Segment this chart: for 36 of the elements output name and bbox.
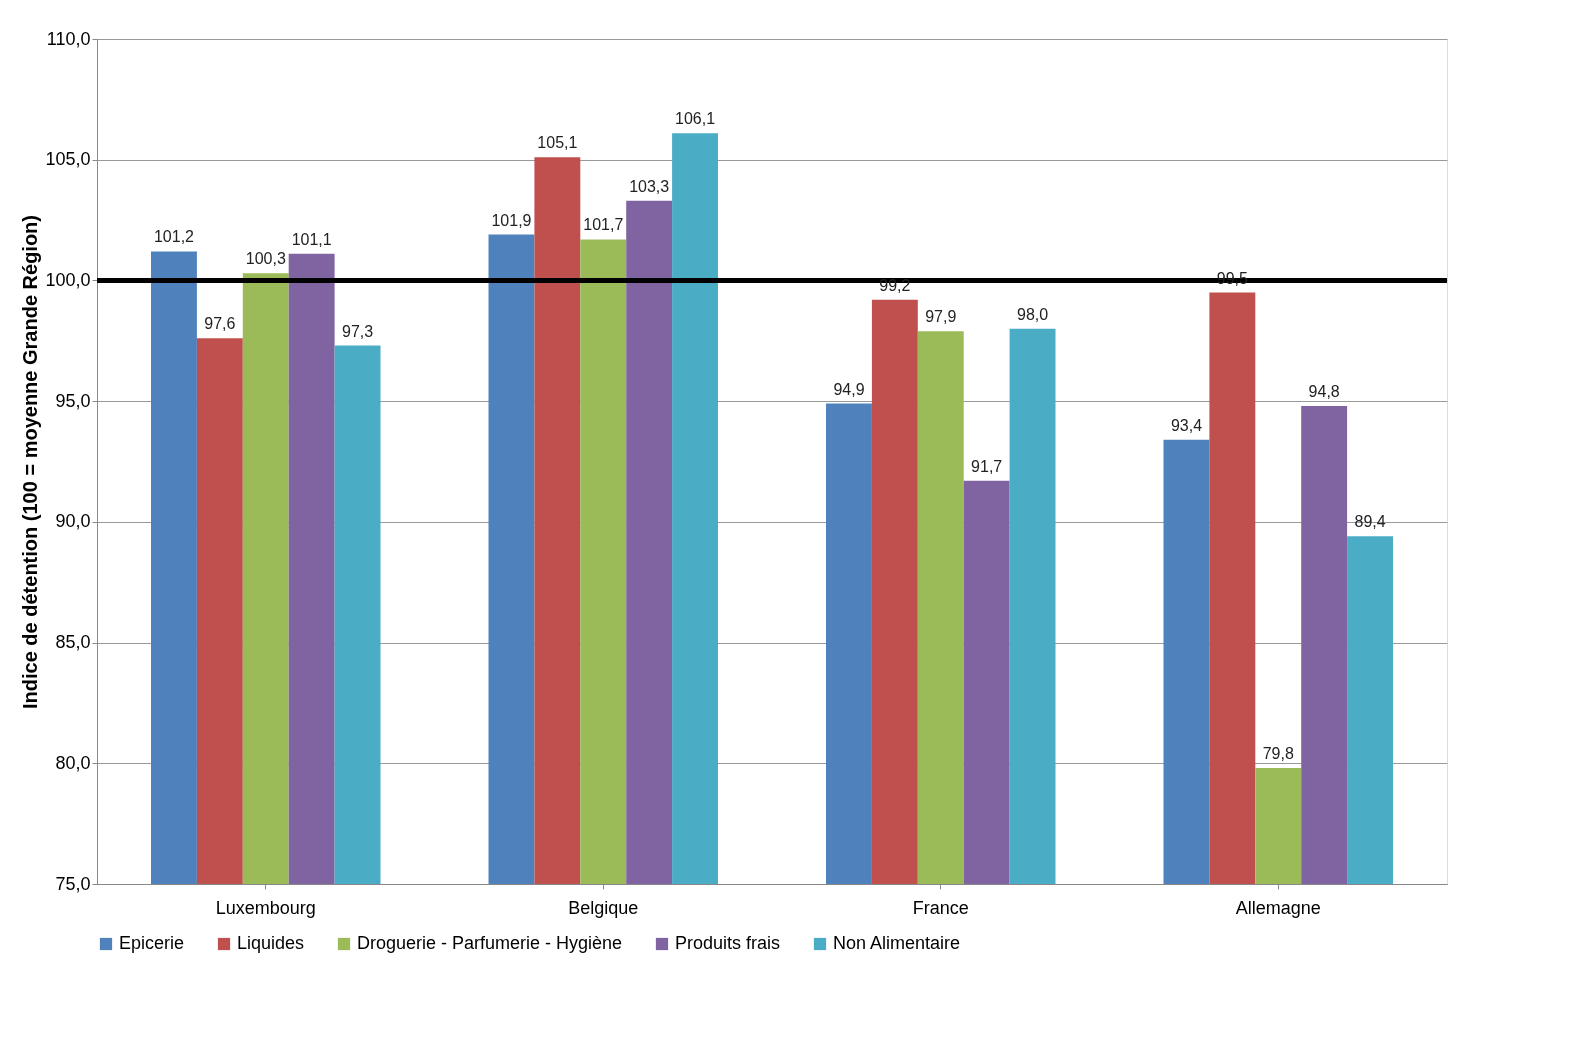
data-label: 79,8: [1262, 745, 1294, 763]
data-label: 93,4: [1170, 416, 1203, 434]
data-label: 94,9: [833, 380, 865, 398]
data-label: 97,9: [925, 308, 957, 326]
data-label: 97,6: [204, 315, 236, 333]
data-label: 101,2: [153, 228, 195, 246]
y-tick-label: 85,0: [55, 632, 91, 653]
data-label: 91,7: [971, 457, 1003, 475]
legend-label: Droguerie - Parfumerie - Hygiène: [357, 933, 623, 953]
x-tick-label: Allemagne: [1235, 897, 1321, 918]
data-label: 101,9: [491, 211, 532, 229]
data-label: 101,7: [583, 216, 624, 234]
y-tick-label: 75,0: [55, 873, 91, 894]
data-label: 89,4: [1354, 513, 1386, 531]
data-label: 105,1: [537, 134, 578, 152]
y-tick-label: 95,0: [55, 390, 91, 411]
legend-label: Produits frais: [675, 933, 781, 953]
data-label: 103,3: [629, 177, 670, 195]
legend-label: Liquides: [237, 933, 305, 953]
x-tick-label: Belgique: [568, 897, 639, 918]
y-tick-label: 80,0: [55, 752, 91, 773]
legend-label: Epicerie: [119, 933, 185, 953]
y-axis-title: Indice de détention (100 = moyenne Grande Région): [19, 215, 42, 709]
y-tick-label: 110,0: [46, 28, 91, 49]
data-label: 94,8: [1308, 382, 1340, 400]
data-label: 106,1: [675, 110, 716, 128]
y-tick-label: 105,0: [45, 149, 91, 170]
y-tick-label: 100,0: [45, 269, 91, 290]
legend-label: Non Alimentaire: [833, 933, 961, 953]
data-label: 97,3: [341, 322, 374, 340]
data-label: 101,1: [291, 230, 332, 248]
x-tick-label: France: [912, 897, 969, 918]
y-tick-label: 90,0: [55, 511, 91, 532]
data-label: 100,3: [245, 250, 286, 268]
x-tick-label: Luxembourg: [215, 897, 316, 918]
data-label: 98,0: [1016, 305, 1049, 323]
